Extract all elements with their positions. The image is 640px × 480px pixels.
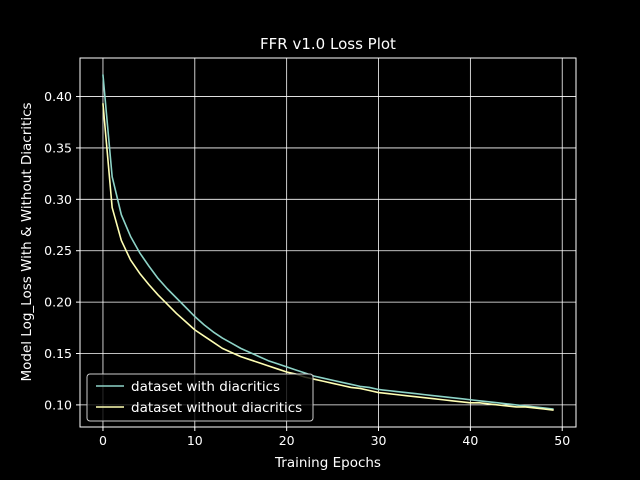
y-tick-label: 0.30 (44, 192, 72, 207)
legend-label-with-diacritics: dataset with diacritics (131, 379, 280, 395)
y-tick-label: 0.10 (44, 397, 72, 412)
series-line-without-diacritics (102, 102, 554, 411)
grid (80, 58, 576, 427)
chart-title: FFR v1.0 Loss Plot (260, 35, 396, 53)
legend-label-without-diacritics: dataset without diacritics (131, 400, 302, 416)
legend-box (86, 373, 314, 422)
axis-ticks: 0 10 20 30 40 50 0.10 0.15 0.20 0.25 0.30 0.35 0.40 (44, 89, 570, 448)
y-tick-label: 0.15 (44, 346, 72, 361)
x-tick-label: 10 (187, 433, 203, 448)
x-tick-label: 0 (99, 433, 107, 448)
x-tick-label: 40 (462, 433, 478, 448)
x-tick-label: 30 (371, 433, 387, 448)
x-tick-label: 50 (554, 433, 570, 448)
plot-frame (79, 57, 577, 428)
series-layer (102, 74, 554, 411)
x-axis-label: Training Epochs (274, 455, 381, 471)
legend: dataset with diacritics dataset without … (86, 373, 314, 422)
y-tick-label: 0.35 (44, 140, 72, 155)
y-axis-label: Model Log_Loss With & Without Diacritics (19, 102, 35, 381)
series-line-with-diacritics (102, 74, 554, 410)
x-tick-label: 20 (279, 433, 295, 448)
y-tick-label: 0.20 (44, 295, 72, 310)
y-tick-label: 0.40 (44, 89, 72, 104)
y-tick-label: 0.25 (44, 243, 72, 258)
